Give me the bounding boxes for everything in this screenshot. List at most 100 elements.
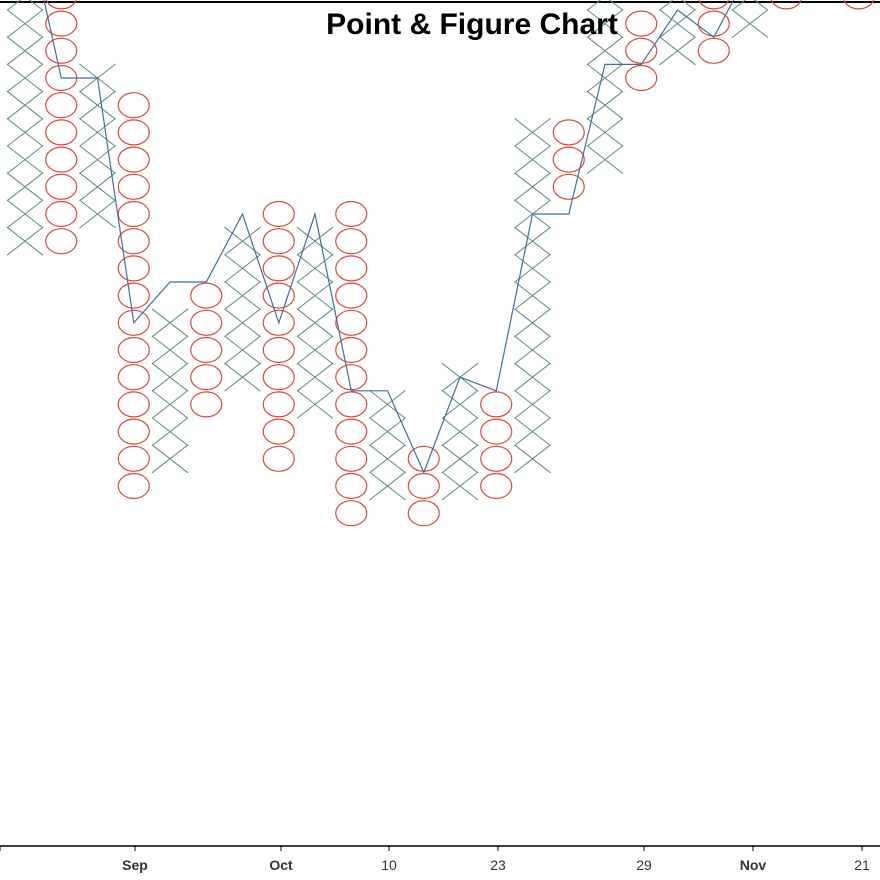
o-mark	[45, 173, 78, 200]
x-mark	[6, 145, 44, 174]
x-mark	[514, 417, 551, 446]
x-mark	[6, 199, 44, 229]
o-mark	[770, 0, 802, 10]
x-mark	[514, 281, 551, 310]
x-mark	[79, 118, 116, 147]
x-mark	[441, 471, 479, 501]
o-mark	[45, 0, 77, 10]
x-mark	[441, 444, 479, 474]
x-mark	[151, 444, 189, 474]
x-mark	[6, 90, 44, 120]
o-mark	[480, 391, 513, 418]
o-mark	[335, 500, 368, 527]
o-mark	[262, 445, 295, 472]
chart-marks	[6, 0, 875, 527]
x-mark	[151, 362, 189, 392]
x-mark	[586, 0, 624, 11]
o-mark	[190, 364, 223, 391]
o-mark	[262, 255, 295, 282]
o-mark	[45, 228, 78, 255]
o-mark	[262, 282, 295, 309]
o-mark	[117, 472, 150, 500]
x-mark	[296, 390, 334, 419]
x-mark	[659, 9, 696, 38]
o-mark	[117, 228, 150, 255]
o-mark	[45, 119, 78, 146]
x-mark	[224, 254, 261, 283]
x-mark	[6, 9, 44, 38]
o-mark	[45, 10, 78, 37]
x-mark	[151, 390, 189, 419]
x-tick-label: 21	[854, 857, 870, 873]
x-mark	[514, 172, 551, 202]
x-mark	[151, 335, 189, 365]
o-mark	[552, 173, 585, 200]
x-mark	[369, 417, 406, 446]
o-mark	[262, 228, 295, 255]
o-mark	[625, 10, 658, 37]
o-mark	[335, 200, 368, 228]
x-mark	[79, 145, 116, 174]
x-mark	[224, 308, 261, 338]
x-mark	[659, 36, 696, 66]
o-mark	[117, 92, 150, 119]
o-mark	[335, 472, 368, 500]
o-mark	[335, 445, 368, 472]
o-mark	[117, 146, 150, 173]
x-mark	[441, 417, 479, 446]
o-mark	[117, 364, 150, 391]
o-mark	[625, 37, 658, 64]
x-mark	[514, 308, 551, 338]
o-mark	[697, 37, 730, 64]
x-mark	[224, 362, 261, 392]
o-mark	[335, 364, 368, 391]
o-mark	[117, 391, 150, 418]
o-mark	[480, 445, 513, 472]
x-mark	[514, 390, 551, 419]
x-mark	[369, 471, 406, 501]
x-mark	[296, 281, 334, 310]
x-mark	[79, 90, 116, 120]
o-mark	[117, 418, 150, 445]
x-mark	[514, 254, 551, 283]
x-mark	[659, 0, 696, 11]
o-mark	[45, 200, 78, 228]
o-mark	[552, 146, 585, 173]
o-mark	[117, 119, 150, 146]
x-mark	[296, 254, 334, 283]
x-mark	[514, 335, 551, 365]
o-mark	[407, 500, 440, 527]
close-price-line	[43, 0, 735, 474]
o-mark	[190, 282, 223, 309]
o-mark	[407, 445, 440, 472]
o-mark	[335, 391, 368, 418]
x-mark	[369, 444, 406, 474]
o-mark	[335, 255, 368, 282]
o-mark	[335, 418, 368, 445]
o-mark	[262, 391, 295, 418]
x-mark	[586, 36, 624, 66]
o-mark	[45, 146, 78, 173]
x-tick-label: Oct	[269, 857, 293, 873]
x-mark	[514, 145, 551, 174]
x-mark	[79, 199, 116, 229]
o-mark	[407, 472, 440, 500]
x-mark	[296, 335, 334, 365]
x-mark	[6, 63, 44, 93]
x-tick-label: Nov	[740, 857, 767, 873]
x-tick-label: Sep	[122, 857, 148, 873]
o-mark	[480, 418, 513, 445]
o-mark	[335, 336, 368, 364]
o-mark	[335, 228, 368, 255]
x-mark	[296, 308, 334, 338]
x-mark	[586, 145, 624, 174]
x-axis-ticks: gSepOct102329Nov21	[0, 846, 870, 873]
o-mark	[117, 282, 150, 309]
x-tick-label: 10	[381, 857, 397, 873]
o-mark	[190, 309, 223, 336]
x-mark	[731, 9, 769, 38]
o-mark	[262, 309, 295, 336]
x-mark	[6, 226, 44, 256]
